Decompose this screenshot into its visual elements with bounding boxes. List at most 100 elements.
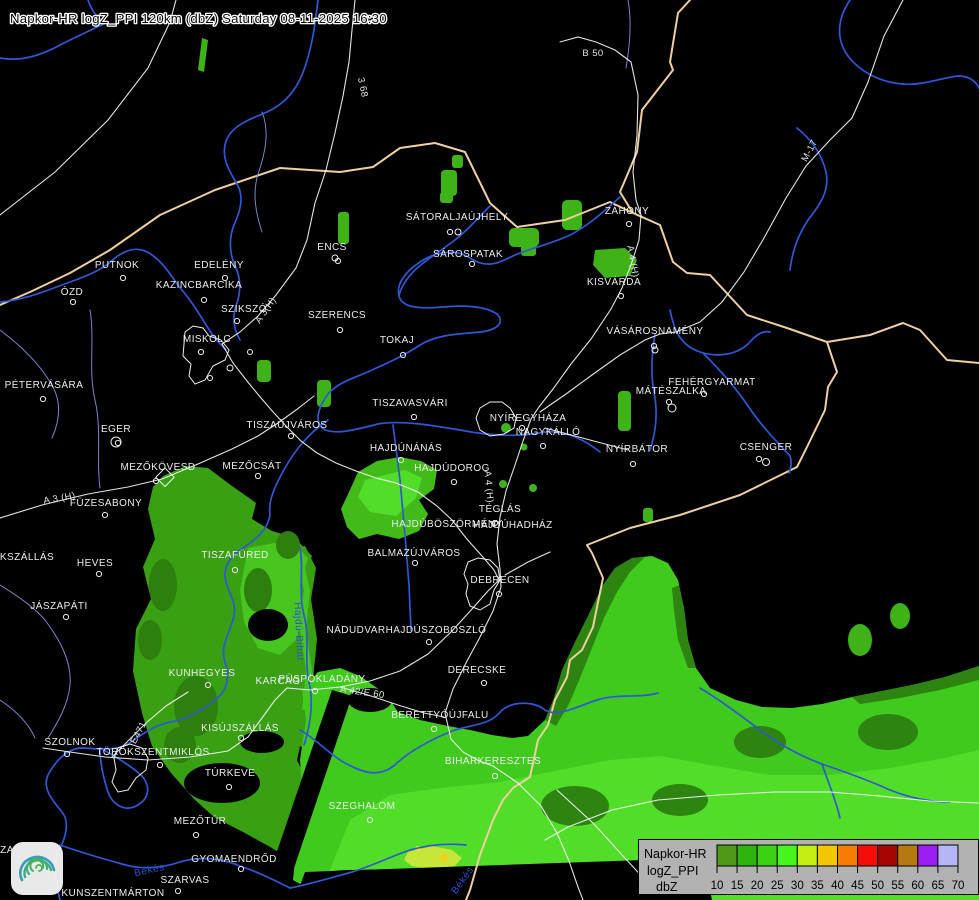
city-label: EGER	[101, 424, 131, 435]
weather-service-spiral-logo	[11, 842, 63, 895]
city-label: HAJDÚNÁNÁS	[370, 441, 442, 454]
city-marker	[174, 887, 182, 895]
city-label: BERETTYÓÚJFALU	[391, 708, 488, 721]
city-label: DEBRECEN	[470, 575, 529, 586]
city-label: TÖRÖKSZENTMIKLÓS	[96, 745, 209, 758]
city-marker	[625, 220, 633, 228]
city-label: KISVÁRDA	[587, 275, 641, 288]
city-marker	[755, 455, 763, 463]
city-label: NAGYKÁLLÓ	[516, 425, 581, 438]
city-label: SZEGHALOM	[329, 801, 396, 812]
city-marker	[231, 566, 239, 574]
city-marker	[397, 456, 405, 464]
city-label: TISZAFÜRED	[201, 549, 268, 561]
city-marker	[411, 559, 419, 567]
city-label: KUNHEGYES	[169, 668, 236, 679]
city-marker	[450, 478, 458, 486]
city-marker	[480, 679, 488, 687]
city-label: SÁROSPATAK	[433, 247, 503, 260]
city-marker	[39, 395, 47, 403]
city-marker	[518, 424, 526, 432]
city-marker	[119, 274, 127, 282]
city-label: KUNSZENTMÁRTON	[61, 886, 164, 899]
legend-tick-label: 65	[931, 880, 944, 892]
city-marker	[192, 831, 200, 839]
city-label: MÁTÉSZALKA	[636, 384, 707, 397]
legend-swatch	[756, 844, 778, 867]
city-marker	[311, 687, 319, 695]
legend-tick-label: 60	[911, 880, 924, 892]
city-marker	[200, 296, 208, 304]
water-area-label: Hajdú-Bihar	[291, 602, 305, 662]
city-label: DERECSKE	[448, 665, 507, 676]
legend-panel: Napkor-HR logZ_PPI dbZ 10 15 20 25 30 35 40 45 5…	[638, 839, 979, 895]
city-label: KISÚJSZÁLLÁS	[201, 721, 279, 734]
city-marker	[63, 750, 71, 758]
city-label: FEHÉRGYARMAT	[668, 375, 755, 388]
city-label: HAJDÚHADHÁZ	[473, 518, 552, 531]
city-marker	[334, 257, 342, 265]
legend-swatch	[836, 844, 859, 867]
city-label: TOKAJ	[380, 335, 414, 346]
city-marker	[197, 348, 205, 356]
city-label: HEVES	[77, 558, 113, 569]
legend-tick-label: 20	[751, 880, 764, 892]
city-label: BALMAZÚJVÁROS	[367, 546, 460, 559]
legend-product: logZ_PPI	[647, 864, 698, 878]
legend-tick-label: 35	[811, 880, 824, 892]
city-label: MEZŐKÖVESD	[120, 459, 195, 473]
city-label: ENCS	[317, 242, 347, 253]
road-number-label: B 50	[582, 48, 603, 59]
city-label: TÚRKEVE	[205, 766, 255, 779]
city-marker	[114, 439, 122, 447]
city-marker	[95, 570, 103, 578]
city-marker	[491, 772, 499, 780]
city-label: ZA	[0, 845, 14, 856]
minor-water-layer	[0, 0, 631, 739]
city-label: SZERENCS	[308, 310, 366, 321]
city-label: TISZAÚJVÁROS	[247, 418, 328, 431]
city-marker	[254, 472, 262, 480]
city-marker	[700, 390, 708, 398]
city-label: KARCAG	[256, 676, 301, 687]
legend-swatch	[937, 844, 959, 867]
city-label: SÁTORALJAÚJHELY	[406, 210, 509, 223]
legend-tick-label: 15	[731, 880, 744, 892]
city-marker	[287, 432, 295, 440]
city-label: PÉTERVÁSÁRA	[5, 378, 84, 391]
city-label: PUTNOK	[95, 260, 139, 271]
city-marker	[62, 613, 70, 621]
legend-swatch	[897, 844, 919, 867]
city-marker	[425, 638, 433, 646]
city-marker	[225, 783, 233, 791]
city-marker	[204, 681, 212, 689]
city-marker	[468, 260, 476, 268]
road-number-label: A 4 (H)	[482, 470, 496, 503]
city-label: PÜSPÖKLADÁNY	[278, 672, 365, 685]
city-marker	[665, 398, 673, 406]
city-marker	[399, 351, 407, 359]
city-marker	[69, 298, 77, 306]
city-label: GYOMAENDRŐD	[191, 851, 277, 865]
city-label: SZOLNOK	[45, 737, 96, 748]
city-label: KSZÁLLÁS	[0, 550, 54, 563]
city-marker	[446, 228, 454, 236]
city-label: SZIKSZÓ	[221, 302, 267, 315]
city-marker	[237, 865, 245, 873]
city-marker	[221, 274, 229, 282]
legend-color-scale	[716, 844, 959, 867]
road-number-label: 3 68	[355, 77, 370, 99]
city-marker	[410, 413, 418, 421]
city-shape-layer	[110, 228, 770, 793]
legend-tick-label: 10	[711, 880, 724, 892]
city-marker	[156, 761, 164, 769]
city-label: NYÍRBÁTOR	[606, 442, 668, 455]
city-marker	[366, 816, 374, 824]
city-marker	[617, 292, 625, 300]
legend-tick-label: 50	[871, 880, 884, 892]
legend-tick-scale: 10 15 20 25 30 35 40 45 50 55 60 65 70	[711, 866, 964, 892]
city-marker	[430, 725, 438, 733]
